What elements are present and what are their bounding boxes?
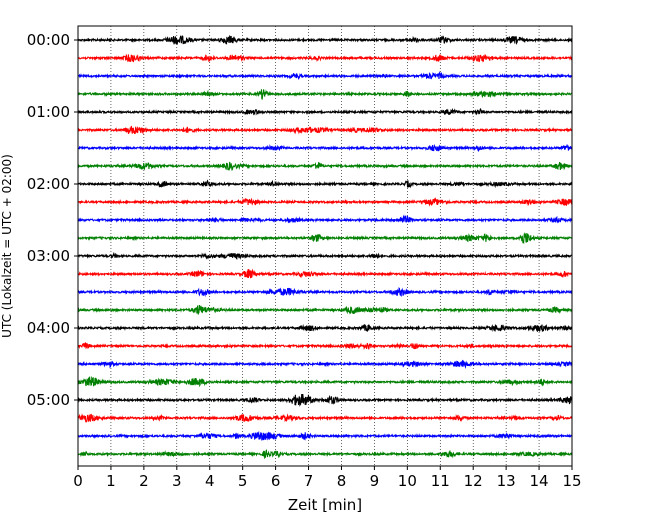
trace-line <box>77 108 573 116</box>
trace-line <box>77 448 573 460</box>
trace-line <box>77 179 573 189</box>
x-tick-label: 1 <box>106 472 116 490</box>
trace-line <box>77 305 573 315</box>
x-tick-label: 11 <box>431 472 450 490</box>
trace-line <box>77 375 573 388</box>
x-tick-label: 2 <box>139 472 149 490</box>
x-tick-label: 3 <box>172 472 182 490</box>
trace-line <box>77 430 573 441</box>
x-tick-label: 13 <box>497 472 516 490</box>
trace-line <box>77 53 573 63</box>
seismic-traces <box>77 34 573 460</box>
y-tick-label: 02:00 <box>27 175 70 193</box>
x-tick-label: 0 <box>73 472 83 490</box>
x-tick-label: 7 <box>304 472 314 490</box>
y-tick-label: 04:00 <box>27 319 70 337</box>
x-tick-label: 10 <box>398 472 417 490</box>
trace-line <box>77 413 573 423</box>
x-tick-label: 14 <box>530 472 549 490</box>
trace-line <box>77 125 573 135</box>
x-tick-label: 9 <box>370 472 380 490</box>
x-tick-label: 4 <box>205 472 215 490</box>
trace-line <box>77 268 573 279</box>
trace-line <box>77 89 573 100</box>
trace-line <box>77 323 573 333</box>
y-tick-label: 00:00 <box>27 31 70 49</box>
trace-line <box>77 251 573 260</box>
y-tick-label: 01:00 <box>27 103 70 121</box>
x-tick-label: 5 <box>238 472 248 490</box>
y-axis-ticks: 00:00 01:00 02:00 03:00 04:00 05:00 <box>27 31 78 409</box>
trace-line <box>77 71 573 81</box>
x-tick-label: 8 <box>337 472 347 490</box>
x-tick-label: 15 <box>562 472 581 490</box>
trace-line <box>77 342 573 350</box>
trace-line <box>77 393 573 407</box>
trace-line <box>77 359 573 369</box>
x-tick-label: 6 <box>271 472 281 490</box>
trace-line <box>77 214 573 224</box>
trace-line <box>77 143 573 153</box>
trace-line <box>77 232 573 244</box>
y-tick-label: 05:00 <box>27 391 70 409</box>
x-tick-label: 12 <box>464 472 483 490</box>
vertical-grid <box>110 26 540 466</box>
trace-line <box>77 197 573 207</box>
x-axis-ticks: 0 1 2 3 4 5 6 7 8 9 10 11 12 13 14 15 <box>73 466 582 490</box>
trace-line <box>77 287 573 298</box>
plot-frame <box>77 25 573 467</box>
x-axis-label: Zeit [min] <box>288 496 362 514</box>
y-tick-label: 03:00 <box>27 247 70 265</box>
trace-line <box>77 34 573 45</box>
trace-line <box>77 161 573 172</box>
y-axis-label: UTC (Lokalzeit = UTC + 02:00) <box>0 154 14 338</box>
